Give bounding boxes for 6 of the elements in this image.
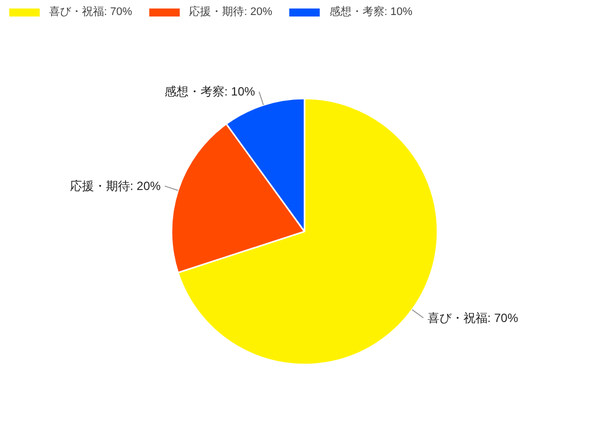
slice-label: 応援・期待: 20% [70,179,162,194]
legend-label: 応援・期待: 20% [189,4,272,19]
slice-label: 喜び・祝福: 70% [427,310,518,325]
legend-label: 喜び・祝福: 70% [49,5,132,19]
slice-label: 感想・考察: 10% [164,84,256,99]
legend-label: 感想・考察: 10% [329,4,412,19]
